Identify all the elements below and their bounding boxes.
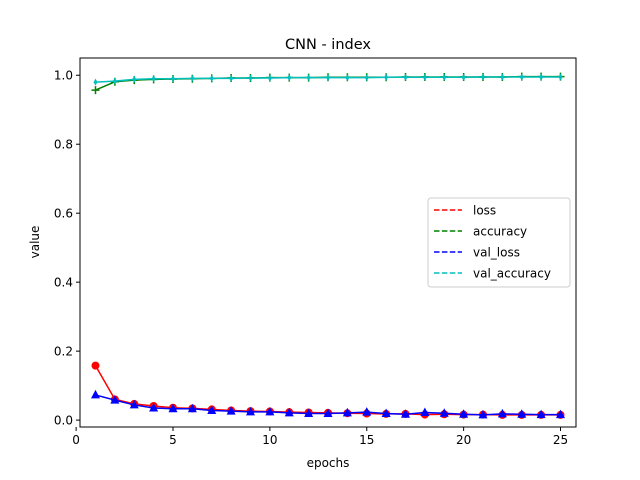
y-tick-label: 0.2 bbox=[54, 345, 73, 359]
legend-label: loss bbox=[473, 204, 496, 218]
val_loss-point bbox=[265, 406, 275, 416]
val_accuracy-point bbox=[267, 74, 272, 82]
val_accuracy-point bbox=[171, 75, 175, 83]
val_loss-point bbox=[342, 407, 352, 417]
x-tick-label: 0 bbox=[72, 433, 80, 447]
val_loss-point bbox=[168, 403, 178, 413]
y-axis: 0.0 0.2 0.4 0.6 0.8 1.0 bbox=[54, 69, 80, 428]
val_accuracy-point bbox=[422, 73, 427, 81]
series-val_loss bbox=[91, 389, 565, 419]
legend-item-val_loss: val_loss bbox=[434, 246, 520, 260]
val_loss-point bbox=[110, 395, 120, 404]
val_loss-point bbox=[304, 408, 314, 418]
legend-label: accuracy bbox=[473, 225, 527, 239]
val_loss-point bbox=[556, 409, 565, 419]
val_accuracy-point bbox=[364, 74, 369, 82]
val_loss-point bbox=[401, 409, 410, 418]
val_loss-point bbox=[420, 407, 430, 417]
y-tick-label: 0.6 bbox=[54, 207, 73, 221]
val_accuracy-point bbox=[287, 74, 292, 82]
val_accuracy-point bbox=[151, 75, 156, 83]
val_loss-point bbox=[381, 408, 391, 418]
y-axis-label: value bbox=[28, 226, 42, 259]
accuracy-point bbox=[91, 86, 100, 95]
series-val_accuracy bbox=[93, 73, 563, 86]
legend: loss accuracy val_loss val_accuracy bbox=[427, 197, 571, 288]
val_loss-point bbox=[536, 409, 546, 419]
legend-item-accuracy: accuracy bbox=[434, 225, 527, 239]
x-axis-label: epochs bbox=[307, 456, 350, 470]
val_accuracy-point bbox=[539, 73, 544, 81]
x-axis: 0 5 10 15 20 25 bbox=[72, 427, 568, 447]
loss-point bbox=[91, 361, 100, 370]
val_accuracy-point bbox=[558, 73, 563, 81]
val_loss-point bbox=[323, 408, 333, 418]
val_loss-point bbox=[246, 406, 255, 416]
val_accuracy-point bbox=[461, 73, 466, 81]
val_accuracy-point bbox=[209, 74, 214, 82]
val_loss-point bbox=[362, 407, 372, 416]
val_loss-point bbox=[149, 403, 159, 412]
val_loss-point bbox=[187, 403, 197, 413]
val_loss-point bbox=[226, 406, 236, 415]
chart-title: CNN - index bbox=[285, 37, 371, 53]
val_accuracy-point bbox=[132, 75, 137, 83]
val_accuracy-point bbox=[93, 78, 98, 86]
val_loss-point bbox=[91, 389, 100, 399]
y-tick-label: 1.0 bbox=[54, 69, 73, 83]
val_accuracy-point bbox=[190, 74, 195, 82]
val_accuracy-point bbox=[345, 74, 350, 82]
legend-item-val_accuracy: val_accuracy bbox=[434, 267, 551, 281]
val_accuracy-point bbox=[403, 73, 408, 81]
val_loss-point bbox=[478, 409, 488, 419]
val_accuracy-point bbox=[248, 74, 253, 82]
y-tick-label: 0.0 bbox=[54, 414, 73, 428]
val_accuracy-point bbox=[326, 74, 330, 82]
val_loss-point bbox=[207, 405, 217, 414]
x-tick-label: 5 bbox=[169, 433, 177, 447]
val_loss-point bbox=[497, 408, 507, 418]
x-tick-label: 20 bbox=[456, 433, 471, 447]
legend-label: val_accuracy bbox=[473, 267, 551, 281]
val_accuracy-point bbox=[442, 73, 447, 81]
val_accuracy-point bbox=[384, 73, 389, 81]
legend-box bbox=[427, 197, 571, 288]
val_accuracy-point bbox=[229, 74, 234, 82]
y-tick-label: 0.4 bbox=[54, 276, 73, 290]
val_accuracy-point bbox=[481, 73, 485, 81]
val_loss-point bbox=[284, 407, 294, 417]
val_accuracy-point bbox=[306, 74, 311, 82]
val_accuracy-point bbox=[519, 73, 524, 81]
val_accuracy-point bbox=[500, 73, 505, 81]
y-tick-label: 0.8 bbox=[54, 138, 73, 152]
legend-item-loss: loss bbox=[434, 204, 496, 218]
x-tick-label: 25 bbox=[553, 433, 568, 447]
legend-label: val_loss bbox=[473, 246, 520, 260]
val_loss-point bbox=[517, 409, 527, 418]
val_accuracy-point bbox=[112, 77, 117, 85]
val_loss-point bbox=[129, 399, 139, 409]
plot-area bbox=[91, 72, 565, 419]
x-tick-label: 10 bbox=[262, 433, 277, 447]
val_loss-point bbox=[439, 408, 449, 417]
axes-frame bbox=[79, 57, 577, 428]
val_loss-point bbox=[459, 409, 469, 418]
x-tick-label: 15 bbox=[359, 433, 374, 447]
